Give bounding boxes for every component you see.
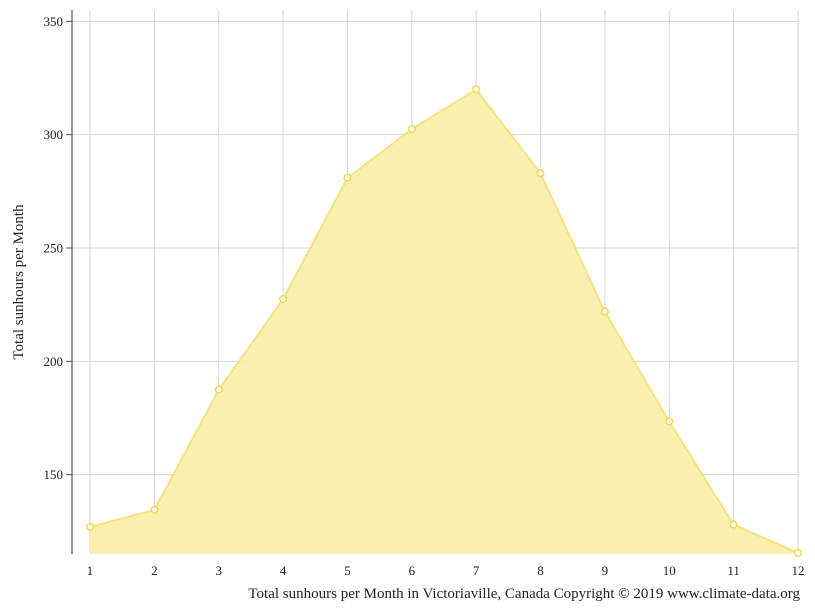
- data-point-9[interactable]: [600, 307, 609, 316]
- x-tick-label-7: 7: [473, 563, 480, 578]
- series-line-0: [89, 88, 799, 554]
- data-point-3[interactable]: [214, 385, 223, 394]
- data-point-1[interactable]: [85, 522, 94, 531]
- y-tick-label-250: 250: [44, 241, 64, 256]
- x-tick-label-2: 2: [151, 563, 158, 578]
- x-tick-label-5: 5: [344, 563, 351, 578]
- x-tick-label-4: 4: [280, 563, 287, 578]
- area-layer: [89, 88, 799, 554]
- data-point-2[interactable]: [150, 505, 159, 514]
- data-point-6[interactable]: [407, 124, 416, 133]
- y-axis-label: Total sunhours per Month: [11, 204, 27, 360]
- data-point-7[interactable]: [472, 85, 481, 94]
- x-tick-label-8: 8: [537, 563, 544, 578]
- data-point-8[interactable]: [536, 169, 545, 178]
- data-point-12[interactable]: [794, 548, 803, 557]
- data-point-10[interactable]: [665, 417, 674, 426]
- y-tick-label-200: 200: [44, 354, 64, 369]
- x-tick-label-6: 6: [409, 563, 416, 578]
- point-layer: [85, 85, 803, 557]
- x-tick-label-9: 9: [602, 563, 609, 578]
- data-point-4[interactable]: [279, 295, 288, 304]
- data-point-5[interactable]: [343, 173, 352, 182]
- x-tick-label-10: 10: [663, 563, 676, 578]
- x-tick-label-1: 1: [87, 563, 94, 578]
- x-tick-label-12: 12: [792, 563, 805, 578]
- y-tick-label-150: 150: [44, 467, 64, 482]
- data-point-11[interactable]: [729, 520, 738, 529]
- y-tick-label-350: 350: [44, 14, 64, 29]
- x-tick-label-11: 11: [727, 563, 740, 578]
- y-tick-label-300: 300: [44, 127, 64, 142]
- series-area-0: [90, 89, 798, 554]
- x-tick-label-3: 3: [215, 563, 222, 578]
- chart-caption: Total sunhours per Month in Victoriavill…: [248, 586, 800, 602]
